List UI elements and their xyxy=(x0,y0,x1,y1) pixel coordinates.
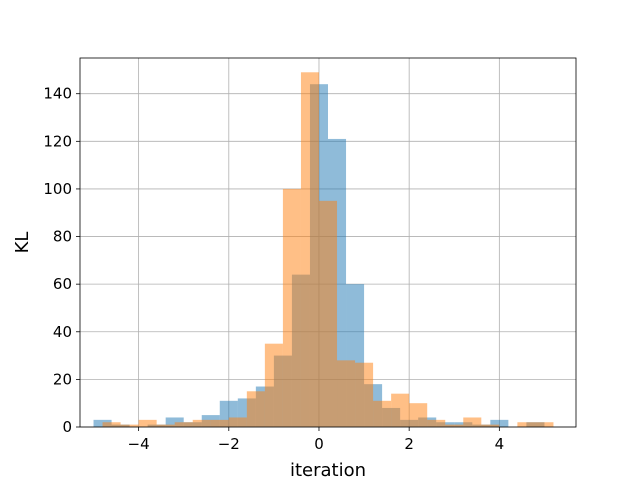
y-tick-label: 40 xyxy=(53,323,72,341)
histogram-bar-series-2 xyxy=(391,393,410,427)
histogram-bar-series-2 xyxy=(373,400,392,427)
y-tick-label: 140 xyxy=(43,85,72,103)
histogram-bar-series-2 xyxy=(156,424,175,427)
x-tick-label: −4 xyxy=(128,435,150,453)
y-tick-label: 80 xyxy=(53,228,72,246)
histogram-bar-series-2 xyxy=(355,362,374,427)
y-tick-label: 0 xyxy=(62,418,72,436)
x-axis-label: iteration xyxy=(290,460,366,480)
histogram-bar-series-2 xyxy=(300,72,319,427)
x-tick-label: −2 xyxy=(218,435,240,453)
histogram-bar-series-2 xyxy=(535,422,554,427)
y-tick-label: 20 xyxy=(53,370,72,388)
y-tick-label: 60 xyxy=(53,275,72,293)
histogram-bar-series-2 xyxy=(120,424,139,427)
bars-layer xyxy=(93,72,554,427)
histogram-bar-series-2 xyxy=(409,403,428,427)
histogram-bar-series-2 xyxy=(481,424,500,427)
histogram-bar-series-2 xyxy=(228,417,247,427)
histogram-bar-series-2 xyxy=(102,422,121,427)
histogram-bar-series-2 xyxy=(192,419,211,427)
histogram-bar-series-1 xyxy=(490,419,509,427)
histogram-bar-series-2 xyxy=(337,360,356,427)
histogram-bar-series-2 xyxy=(246,391,265,427)
plot-frame xyxy=(79,57,577,428)
x-tick-label: 4 xyxy=(495,435,505,453)
histogram-bar-series-2 xyxy=(318,200,338,427)
histogram-bar-series-2 xyxy=(427,419,446,427)
histogram-bar-series-2 xyxy=(138,419,157,427)
y-tick-label: 120 xyxy=(43,132,72,150)
histogram-bar-series-2 xyxy=(174,422,193,427)
histogram-bar-series-2 xyxy=(210,419,229,427)
histogram-bar-series-2 xyxy=(517,422,536,427)
x-tick-label: 2 xyxy=(404,435,414,453)
x-tick-label: 0 xyxy=(314,435,324,453)
histogram-bar-series-2 xyxy=(264,343,283,427)
y-axis-label: KL xyxy=(12,232,33,254)
y-tick-label: 100 xyxy=(43,180,72,198)
histogram-bar-series-2 xyxy=(282,188,301,427)
histogram-bar-series-2 xyxy=(445,424,464,427)
histogram-bar-series-2 xyxy=(463,417,482,427)
